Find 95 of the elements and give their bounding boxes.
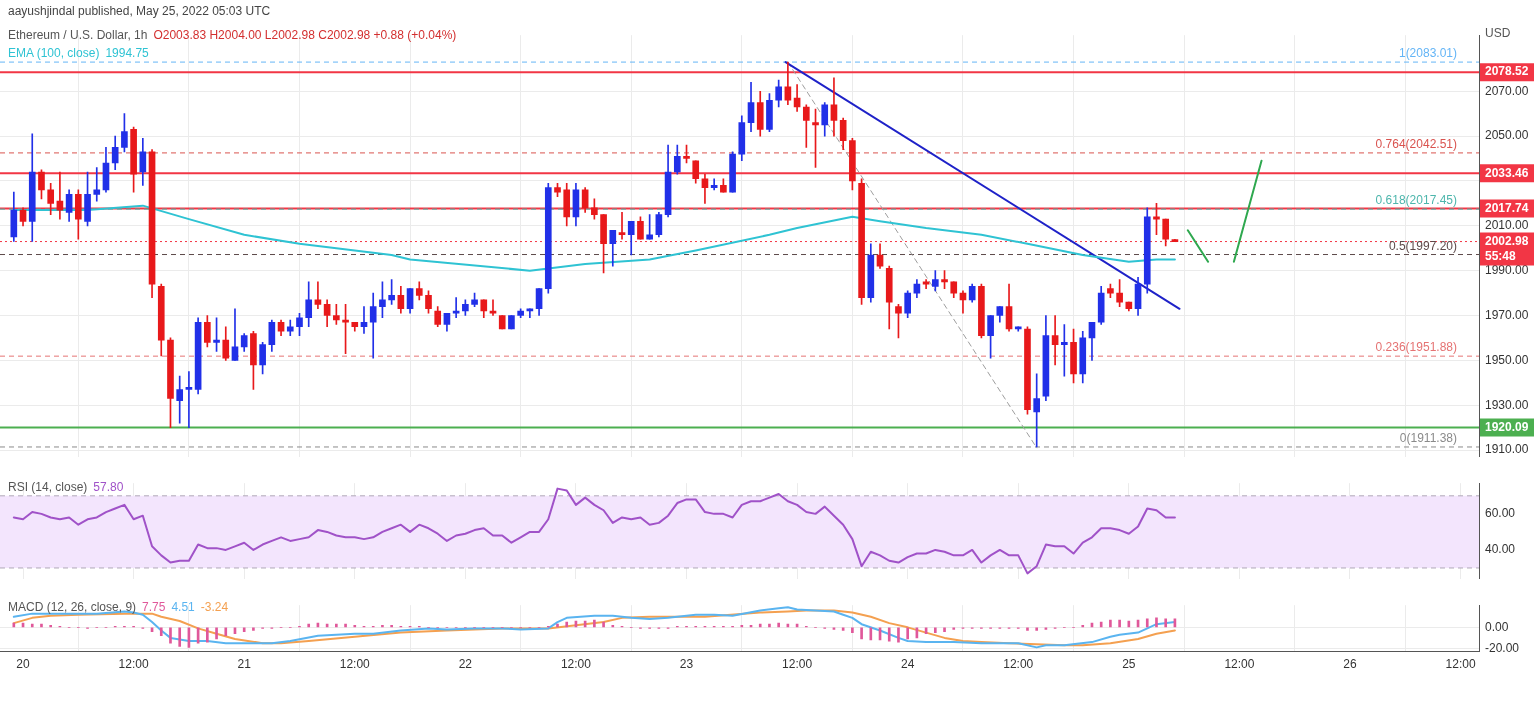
ref-line-label: 2002.98 55:48 [1485, 233, 1529, 263]
bar [943, 627, 946, 632]
annotation: 1994.75 [105, 46, 149, 60]
bar [30, 623, 34, 628]
ref-line-label: 2033.46 [1485, 165, 1529, 180]
bar [344, 623, 347, 628]
bar [565, 621, 569, 628]
chart-title: RSI (14, close) [8, 480, 88, 494]
bar [206, 627, 209, 643]
y-tick-label: 2070.00 [1485, 83, 1529, 98]
y-tick-label: 0.00 [1485, 619, 1509, 634]
ref-line-label: 0.618(2017.45) [1375, 193, 1457, 208]
bar [933, 627, 937, 633]
bar [777, 622, 780, 628]
y-tick-label: 1990.00 [1485, 262, 1529, 277]
bar [381, 624, 384, 628]
x-tick-label: 22 [458, 657, 473, 672]
ref-line-label: 2078.52 [1485, 64, 1529, 79]
candlestick [498, 315, 506, 330]
bar [1164, 618, 1168, 628]
bar [49, 624, 53, 628]
y-tick-label: 60.00 [1485, 506, 1516, 521]
ref-line-label: 1920.09 [1485, 419, 1529, 434]
bar [556, 623, 559, 628]
text: EMA (100, close) [8, 46, 100, 60]
y-tick-label: -20.00 [1485, 640, 1520, 655]
bar [758, 623, 762, 628]
bar [906, 627, 909, 640]
bar [1118, 619, 1121, 628]
bar [224, 627, 228, 637]
bar [1035, 627, 1039, 631]
bar [1026, 627, 1029, 631]
bar [390, 624, 393, 628]
bar [1155, 617, 1158, 628]
bar [242, 627, 246, 632]
bar [12, 622, 16, 628]
bar [307, 623, 311, 628]
x-tick-label: 24 [900, 657, 915, 672]
bar [1081, 624, 1085, 628]
y-tick-label: 1970.00 [1485, 307, 1529, 322]
bar [215, 627, 218, 640]
bar [897, 627, 900, 643]
x-tick-label: 23 [679, 657, 694, 672]
bar [860, 627, 863, 640]
bar [593, 619, 596, 628]
bar [252, 627, 255, 631]
x-tick-label: 25 [1122, 657, 1136, 672]
bar [40, 623, 43, 628]
y-axis-title: USD [1485, 26, 1511, 40]
bar [952, 627, 956, 630]
ref-line-label: 1(2083.01) [1398, 46, 1457, 61]
x-tick-label: 12:00 [782, 657, 813, 672]
x-tick-label: 12:00 [1445, 657, 1476, 672]
bar [1099, 621, 1103, 628]
bar [353, 624, 357, 628]
chart-subtitle: O2003.83 H2004.00 L2002.98 C2002.98 +0.88 (+0.04%) [153, 28, 457, 42]
annotation: 57.80 [93, 480, 124, 494]
bar [740, 624, 744, 628]
annotation: 7.75 [142, 600, 166, 614]
bar [178, 627, 182, 647]
bar [887, 627, 891, 642]
x-tick-label: 26 [1343, 657, 1357, 672]
chart-title: MACD (12, 26, close, 9) [8, 600, 137, 614]
ref-line-label: 0.236(1951.88) [1375, 340, 1457, 355]
chart-title: Ethereum / U.S. Dollar, 1h [8, 28, 148, 42]
ref-line-label: 0(1911.38) [1399, 431, 1457, 446]
annotation: -3.24 [200, 600, 229, 614]
y-tick-label: 2050.00 [1485, 128, 1529, 143]
x-tick-label: 12:00 [1224, 657, 1255, 672]
bar [335, 623, 338, 628]
x-tick-label: 12:00 [339, 657, 371, 672]
bar [159, 627, 163, 637]
y-tick-label: 1930.00 [1485, 397, 1529, 412]
annotation: 4.51 [171, 600, 195, 614]
y-tick-label: 2010.00 [1485, 218, 1529, 233]
bar [602, 621, 605, 628]
bar [768, 623, 771, 628]
bar [869, 627, 873, 641]
ref-line-label: 2017.74 [1485, 200, 1529, 215]
ref-line-label: 0.764(2042.51) [1375, 137, 1457, 152]
y-tick-label: 1910.00 [1485, 442, 1529, 457]
x-tick-label: 12:00 [560, 657, 592, 672]
text: aayushjindal published, May 25, 2022 05:03 UTC [8, 4, 271, 18]
bar [1145, 618, 1149, 628]
bar [851, 627, 854, 633]
y-tick-label: 1950.00 [1485, 352, 1529, 367]
bar [169, 627, 172, 644]
ref-line-label: 0.5(1997.20) [1388, 238, 1457, 253]
x-tick-label: 12:00 [118, 657, 149, 672]
x-tick-label: 21 [237, 657, 252, 672]
y-tick-label: 40.00 [1485, 542, 1516, 557]
bar [611, 624, 615, 628]
x-tick-label: 20 [16, 657, 31, 672]
x-tick-label: 12:00 [1003, 657, 1034, 672]
bar [1109, 619, 1112, 628]
